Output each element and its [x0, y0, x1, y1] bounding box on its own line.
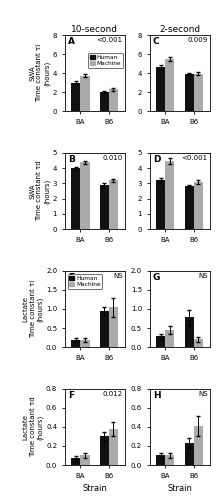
- Y-axis label: SWA
Time constant τi
(hours): SWA Time constant τi (hours): [29, 44, 50, 102]
- Bar: [81, 162, 90, 229]
- Bar: [194, 340, 203, 347]
- Bar: [165, 59, 175, 111]
- Bar: [109, 429, 118, 465]
- Text: 0.012: 0.012: [103, 391, 123, 397]
- Text: <0.001: <0.001: [97, 38, 123, 44]
- Text: 0.010: 0.010: [103, 155, 123, 161]
- Text: C: C: [153, 38, 159, 46]
- Y-axis label: Lactate
Time constant τi
(hours): Lactate Time constant τi (hours): [23, 280, 43, 338]
- Text: NS: NS: [113, 273, 123, 279]
- Bar: [81, 456, 90, 465]
- Text: H: H: [153, 391, 160, 400]
- X-axis label: Strain: Strain: [167, 484, 192, 493]
- Bar: [100, 92, 109, 111]
- Bar: [81, 76, 90, 111]
- Title: 2-second: 2-second: [159, 25, 200, 34]
- Text: E: E: [68, 273, 74, 282]
- Text: 0.009: 0.009: [187, 38, 208, 44]
- Bar: [156, 180, 165, 229]
- Bar: [194, 182, 203, 229]
- Text: G: G: [153, 273, 160, 282]
- Bar: [81, 340, 90, 347]
- Bar: [156, 68, 165, 111]
- Bar: [109, 89, 118, 111]
- Bar: [109, 180, 118, 229]
- Bar: [156, 336, 165, 347]
- Bar: [194, 74, 203, 111]
- Text: B: B: [68, 155, 75, 164]
- Y-axis label: SWA
Time constant τd
(hours): SWA Time constant τd (hours): [29, 160, 50, 222]
- Bar: [185, 443, 194, 465]
- Title: 10-second: 10-second: [71, 25, 118, 34]
- Text: D: D: [153, 155, 160, 164]
- Bar: [71, 458, 81, 465]
- Bar: [194, 426, 203, 465]
- Bar: [185, 74, 194, 111]
- Bar: [100, 185, 109, 229]
- Bar: [165, 162, 175, 229]
- Bar: [100, 436, 109, 465]
- Bar: [185, 186, 194, 229]
- Text: NS: NS: [198, 273, 208, 279]
- Bar: [71, 168, 81, 229]
- Bar: [165, 330, 175, 347]
- Bar: [156, 456, 165, 465]
- Bar: [185, 318, 194, 347]
- Text: NS: NS: [198, 391, 208, 397]
- Bar: [109, 307, 118, 347]
- Bar: [165, 456, 175, 465]
- Bar: [71, 340, 81, 347]
- Text: A: A: [68, 38, 75, 46]
- X-axis label: Strain: Strain: [82, 484, 107, 493]
- Text: <0.001: <0.001: [182, 155, 208, 161]
- Legend: Human, Machine: Human, Machine: [68, 274, 102, 288]
- Text: F: F: [68, 391, 74, 400]
- Legend: Human, Machine: Human, Machine: [88, 53, 123, 68]
- Bar: [71, 82, 81, 111]
- Y-axis label: Lactate
Time constant τd
(hours): Lactate Time constant τd (hours): [23, 396, 43, 458]
- Bar: [100, 311, 109, 347]
